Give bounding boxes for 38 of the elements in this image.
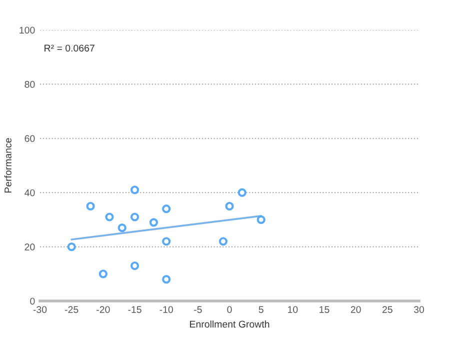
x-tick-label: -20 xyxy=(96,306,110,313)
point xyxy=(162,204,171,214)
point xyxy=(130,212,140,222)
x-tick-label: 5 xyxy=(258,306,264,313)
point xyxy=(256,215,266,224)
x-axis-title: Enrollment Growth xyxy=(190,320,270,328)
x-tick-label: 25 xyxy=(382,306,392,313)
point xyxy=(130,186,140,194)
x-tick-label: 10 xyxy=(288,306,298,313)
x-tick-label: -10 xyxy=(160,306,173,313)
point xyxy=(67,242,76,252)
y-tick-label: 80 xyxy=(24,80,35,88)
point xyxy=(238,188,246,197)
point xyxy=(130,261,140,270)
annotation: R² = 0.0667 xyxy=(44,44,94,52)
point xyxy=(105,212,114,222)
y-tick-label: 60 xyxy=(24,135,35,142)
x-tick-label: 15 xyxy=(320,306,330,313)
x-tick-label: 30 xyxy=(414,306,424,313)
x-tick-label: -15 xyxy=(128,306,142,313)
x-tick-label: -5 xyxy=(194,306,202,313)
y-tick-label: 0 xyxy=(30,298,35,305)
y-tick-label: 100 xyxy=(20,26,35,34)
y-tick-label: 40 xyxy=(24,189,35,196)
point xyxy=(225,202,234,210)
point xyxy=(98,270,108,278)
point xyxy=(218,237,228,246)
point xyxy=(149,218,158,227)
point xyxy=(118,224,126,232)
y-tick-label: 20 xyxy=(24,244,35,250)
x-tick-label: 0 xyxy=(227,306,232,313)
point xyxy=(86,202,95,210)
x-tick-label: 20 xyxy=(350,306,361,313)
point xyxy=(162,237,171,246)
y-axis-title: Performance xyxy=(4,138,12,193)
x-tick-label: -25 xyxy=(64,306,78,313)
point xyxy=(162,275,171,284)
x-tick-label: -30 xyxy=(33,306,47,313)
